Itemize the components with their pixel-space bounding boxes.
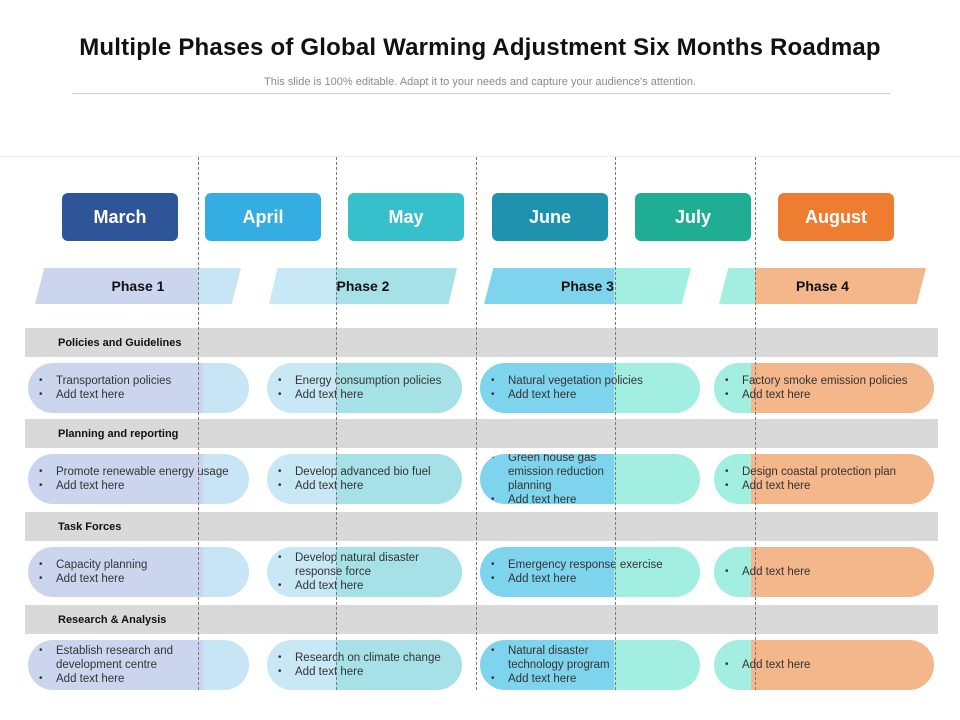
month-march: March bbox=[62, 193, 178, 241]
phase-3-banner: Phase 3 bbox=[484, 268, 691, 304]
phase-4-label: Phase 4 bbox=[796, 278, 849, 294]
task-item: Add text here bbox=[267, 479, 462, 493]
task-item: Energy consumption policies bbox=[267, 374, 462, 388]
task-item: Add text here bbox=[714, 658, 934, 672]
task-card: Natural disaster technology programAdd t… bbox=[480, 640, 700, 690]
phase-3-label: Phase 3 bbox=[561, 278, 614, 294]
task-card: Research on climate changeAdd text here bbox=[267, 640, 462, 690]
task-item: Add text here bbox=[480, 572, 700, 586]
task-item: Transportation policies bbox=[28, 374, 249, 388]
task-item: Natural disaster technology program bbox=[480, 644, 700, 672]
task-item: Emergency response exercise bbox=[480, 558, 700, 572]
task-item: Add text here bbox=[267, 388, 462, 402]
task-card: Green house gas emission reduction plann… bbox=[480, 454, 700, 504]
phase-1-banner: Phase 1 bbox=[35, 268, 241, 304]
task-item: Add text here bbox=[28, 672, 249, 686]
month-divider bbox=[476, 157, 477, 690]
section-header: Research & Analysis bbox=[25, 605, 938, 634]
task-item: Promote renewable energy usage bbox=[28, 465, 249, 479]
task-item: Research on climate change bbox=[267, 651, 462, 665]
phase-4-banner: Phase 4 bbox=[719, 268, 926, 304]
task-item: Develop natural disaster response force bbox=[267, 551, 462, 579]
task-item: Green house gas emission reduction plann… bbox=[480, 454, 700, 493]
task-card: Capacity planningAdd text here bbox=[28, 547, 249, 597]
task-card: Natural vegetation policiesAdd text here bbox=[480, 363, 700, 413]
month-august: August bbox=[778, 193, 894, 241]
task-item: Add text here bbox=[714, 565, 934, 579]
phase-1-label: Phase 1 bbox=[111, 278, 165, 294]
task-card: Add text here bbox=[714, 640, 934, 690]
section-header: Task Forces bbox=[25, 512, 938, 541]
task-item: Add text here bbox=[28, 572, 249, 586]
task-item: Add text here bbox=[480, 388, 700, 402]
month-divider bbox=[615, 157, 616, 690]
phase-2-label: Phase 2 bbox=[336, 278, 390, 294]
phase-2-banner: Phase 2 bbox=[269, 268, 457, 304]
task-card: Promote renewable energy usageAdd text h… bbox=[28, 454, 249, 504]
task-item: Add text here bbox=[28, 388, 249, 402]
month-divider bbox=[755, 157, 756, 690]
month-may: May bbox=[348, 193, 464, 241]
task-item: Establish research and development centr… bbox=[28, 644, 249, 672]
task-item: Add text here bbox=[714, 388, 934, 402]
page-subtitle: This slide is 100% editable. Adapt it to… bbox=[264, 76, 696, 88]
month-divider bbox=[336, 157, 337, 690]
section-header: Policies and Guidelines bbox=[25, 328, 938, 357]
month-april: April bbox=[205, 193, 321, 241]
task-item: Add text here bbox=[714, 479, 934, 493]
task-card: Develop advanced bio fuelAdd text here bbox=[267, 454, 462, 504]
task-item: Add text here bbox=[480, 493, 700, 504]
task-item: Design coastal protection plan bbox=[714, 465, 934, 479]
top-divider bbox=[0, 156, 960, 157]
task-card: Develop natural disaster response forceA… bbox=[267, 547, 462, 597]
task-item: Capacity planning bbox=[28, 558, 249, 572]
task-card: Establish research and development centr… bbox=[28, 640, 249, 690]
task-card: Energy consumption policiesAdd text here bbox=[267, 363, 462, 413]
task-card: Factory smoke emission policiesAdd text … bbox=[714, 363, 934, 413]
page-title: Multiple Phases of Global Warming Adjust… bbox=[79, 34, 881, 61]
task-item: Develop advanced bio fuel bbox=[267, 465, 462, 479]
section-header: Planning and reporting bbox=[25, 419, 938, 448]
task-item: Add text here bbox=[267, 579, 462, 593]
task-card: Emergency response exerciseAdd text here bbox=[480, 547, 700, 597]
title-divider bbox=[72, 93, 890, 94]
task-item: Add text here bbox=[480, 672, 700, 686]
task-item: Add text here bbox=[28, 479, 249, 493]
task-card: Add text here bbox=[714, 547, 934, 597]
task-item: Factory smoke emission policies bbox=[714, 374, 934, 388]
month-divider bbox=[198, 157, 199, 690]
task-item: Add text here bbox=[267, 665, 462, 679]
month-june: June bbox=[492, 193, 608, 241]
month-july: July bbox=[635, 193, 751, 241]
task-item: Natural vegetation policies bbox=[480, 374, 700, 388]
task-card: Transportation policiesAdd text here bbox=[28, 363, 249, 413]
task-card: Design coastal protection planAdd text h… bbox=[714, 454, 934, 504]
